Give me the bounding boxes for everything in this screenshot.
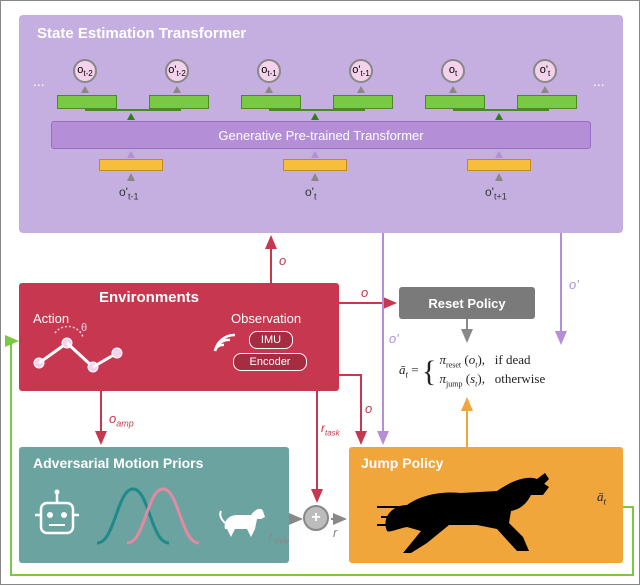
edge-rstyle: rstyle [269,529,289,545]
edge-oprime-right: o' [569,277,579,292]
edge-o-up: o [279,253,286,268]
edge-o-right: o [361,285,368,300]
edge-r: r [333,525,337,540]
edge-rtask: rtask [321,421,340,437]
edge-oamp: oamp [109,411,134,429]
edges-svg [1,1,640,586]
edge-oprime-mid: o' [389,331,399,346]
edge-o-jump: o [365,401,372,416]
